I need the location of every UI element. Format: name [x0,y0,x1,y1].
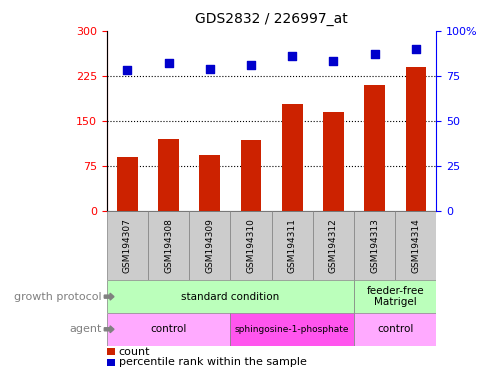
Bar [405,67,425,211]
Bar [106,280,353,313]
Text: GSM194309: GSM194309 [205,218,214,273]
Text: GDS2832 / 226997_at: GDS2832 / 226997_at [195,12,347,25]
Text: GSM194311: GSM194311 [287,218,296,273]
Point [205,66,213,72]
Point [123,67,131,73]
Text: GSM194310: GSM194310 [246,218,255,273]
Bar [312,211,353,280]
Text: agent: agent [69,324,102,334]
Text: standard condition: standard condition [181,291,279,302]
Bar [271,211,312,280]
Bar [322,112,343,211]
Text: count: count [119,347,150,357]
Point [164,60,172,66]
Point [411,46,419,52]
Point [287,53,295,59]
Text: GSM194307: GSM194307 [122,218,132,273]
Text: percentile rank within the sample: percentile rank within the sample [119,358,306,367]
Bar [106,313,230,346]
Point [246,62,254,68]
Bar [353,211,394,280]
Bar [117,157,137,211]
Bar [353,280,436,313]
Bar [106,211,148,280]
Bar [148,211,189,280]
Point [370,51,378,57]
Text: growth protocol: growth protocol [14,291,102,302]
Bar [353,313,436,346]
Text: control: control [377,324,412,334]
Text: GSM194312: GSM194312 [328,218,337,273]
Text: control: control [150,324,186,334]
Bar [281,104,302,211]
Text: feeder-free
Matrigel: feeder-free Matrigel [366,286,423,308]
Bar [394,211,436,280]
Bar [230,313,353,346]
Bar [363,85,384,211]
Bar [158,139,179,211]
Text: sphingosine-1-phosphate: sphingosine-1-phosphate [234,325,349,334]
Bar [240,140,261,211]
Bar [230,211,271,280]
Text: GSM194313: GSM194313 [369,218,378,273]
Text: GSM194314: GSM194314 [410,218,420,273]
Bar [199,155,220,211]
Point [329,58,336,65]
Text: GSM194308: GSM194308 [164,218,173,273]
Bar [189,211,230,280]
